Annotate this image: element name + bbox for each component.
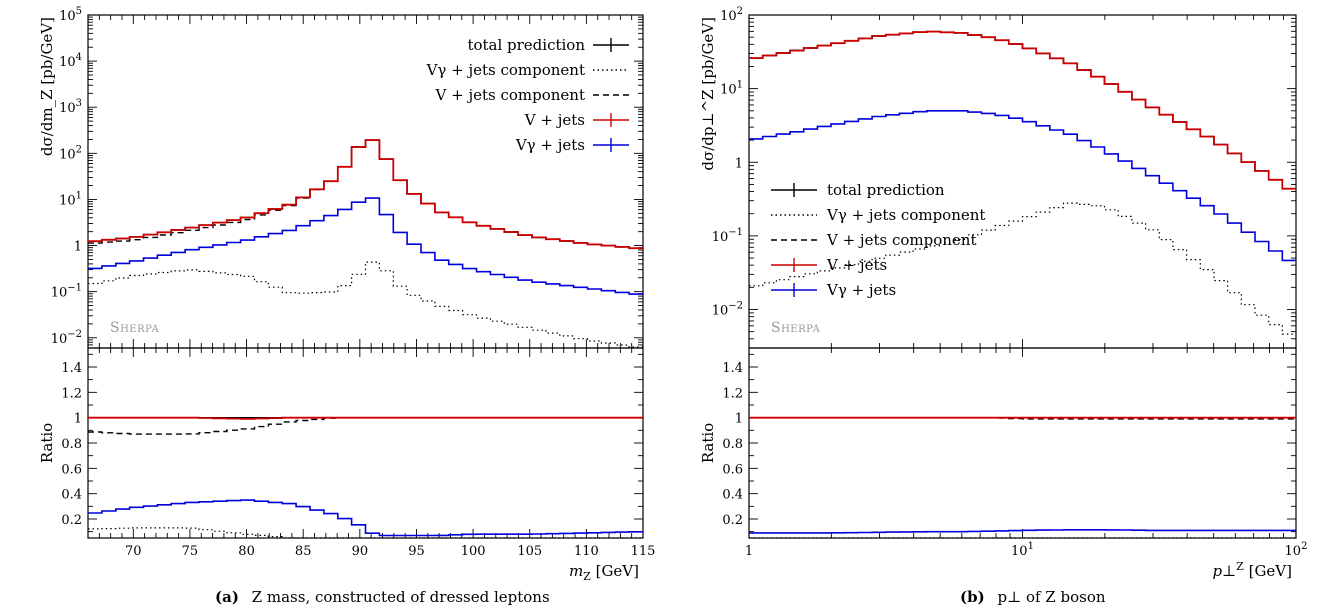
ratio-tick-label: 1 [74, 412, 82, 427]
x-tick-label: 90 [352, 544, 369, 559]
legend-entry: Vγ + jets component [426, 61, 629, 79]
ratio-plot-frame [748, 347, 1297, 539]
ratio-line-vjets [88, 416, 643, 420]
series-line-vjets_component [749, 30, 1296, 190]
x-tick-label: 102 [1285, 541, 1308, 559]
ratio-tick-label: 0.6 [61, 462, 82, 477]
series-line-vjets [88, 139, 643, 250]
caption-a-tag: (a) [215, 588, 239, 606]
ratio-tick-label: 1.4 [61, 361, 82, 376]
ratio-tick-label: 0.6 [722, 462, 743, 477]
ratio-axis-label: Ratio [38, 423, 56, 463]
legend-label: Vγ + jets component [426, 61, 585, 79]
ratio-line-vjets_component [749, 417, 1296, 420]
ratio-tick-label: 0.8 [61, 437, 82, 452]
caption-b-tag: (b) [960, 588, 985, 606]
legend-entry: total prediction [771, 181, 945, 199]
y-tick-label: 101 [720, 80, 743, 98]
series-line-vgamma_component [88, 261, 643, 348]
caption-a: (a) Z mass, constructed of dressed lepto… [215, 588, 550, 606]
ratio-tick-label: 1.2 [722, 386, 743, 401]
y-tick-label: 1 [74, 240, 82, 255]
y-axis-label: dσ/dm_Z [pb/GeV] [38, 17, 56, 156]
x-axis-label: mZ [GeV] [569, 562, 639, 583]
y-tick-label: 102 [59, 144, 82, 162]
y-axis-label: dσ/dp⊥^Z [pb/GeV] [699, 17, 717, 171]
y-tick-label: 104 [59, 52, 82, 70]
x-tick-label: 95 [408, 544, 425, 559]
ratio-line-vjets_component [88, 417, 643, 435]
y-tick-label: 10−1 [51, 283, 82, 301]
legend-label: Vγ + jets [826, 281, 896, 299]
caption-b: (b) p⊥ of Z boson [960, 588, 1106, 606]
ratio-line-vgamma_component [88, 527, 643, 539]
ratio-axis-label: Ratio [699, 423, 717, 463]
x-tick-label: 75 [182, 544, 199, 559]
y-tick-label: 101 [59, 190, 82, 208]
legend-label: V + jets [524, 111, 585, 129]
ratio-plot-frame [87, 347, 644, 539]
legend-label: V + jets component [826, 231, 976, 249]
legend-entry: V + jets [524, 111, 629, 129]
panel-a: 70 75 80 85 90 95 100 105 110 115 10−2 10−1 1 101 102 1… [38, 6, 655, 583]
x-tick-label: 85 [295, 544, 312, 559]
x-tick-label: 105 [517, 544, 542, 559]
legend-label: total prediction [467, 36, 585, 54]
legend-entry: V + jets component [771, 231, 976, 249]
y-tick-label: 105 [59, 6, 82, 24]
ratio-tick-label: 0.2 [722, 513, 743, 528]
y-tick-label: 10−2 [51, 329, 82, 347]
x-tick-label: 100 [461, 544, 486, 559]
legend-label: Vγ + jets component [826, 206, 985, 224]
x-tick-label: 101 [1011, 541, 1034, 559]
panel-b: 1 101 102 10−2 10−1 1 101 102 0.2 0.4 0.6 0.8 1 1.2 1.… [699, 6, 1307, 580]
caption-b-text: p⊥ of Z boson [997, 588, 1105, 606]
legend-entry: Vγ + jets component [771, 206, 985, 224]
y-tick-label: 10−1 [712, 227, 743, 245]
series-line-total [749, 30, 1296, 190]
ratio-tick-label: 0.4 [722, 488, 743, 503]
x-tick-label: 1 [745, 544, 753, 559]
sherpa-watermark: Sherpa [110, 320, 159, 336]
legend-label: total prediction [827, 181, 945, 199]
x-tick-label: 70 [125, 544, 142, 559]
legend-entry: Vγ + jets [515, 136, 629, 154]
x-axis-label: p⊥Z [GeV] [1212, 560, 1292, 580]
ratio-tick-label: 1.2 [61, 386, 82, 401]
y-tick-label: 102 [720, 6, 743, 24]
legend-entry: V + jets component [435, 86, 629, 104]
series-line-vgamma_component [749, 202, 1296, 335]
x-tick-label: 80 [238, 544, 255, 559]
y-tick-label: 10−2 [712, 301, 743, 319]
y-tick-label: 1 [735, 156, 743, 171]
ratio-tick-label: 0.2 [61, 513, 82, 528]
legend-label: V + jets component [435, 86, 585, 104]
series-line-vgamma_jets [88, 197, 643, 295]
ratio-tick-label: 1 [735, 412, 743, 427]
legend-entry: Vγ + jets [771, 281, 896, 299]
series-line-vjets [749, 30, 1296, 190]
sherpa-watermark: Sherpa [771, 320, 820, 336]
ratio-tick-label: 0.8 [722, 437, 743, 452]
legend-label: V + jets [826, 256, 887, 274]
x-tick-label: 110 [574, 544, 599, 559]
ratio-line-vgamma_jets [88, 499, 643, 537]
y-tick-label: 103 [59, 98, 82, 116]
legend-entry: total prediction [467, 36, 629, 54]
ratio-tick-label: 1.4 [722, 361, 743, 376]
ratio-tick-label: 0.4 [61, 488, 82, 503]
legend-entry: V + jets [771, 256, 887, 274]
ratio-line-vgamma_jets [749, 529, 1296, 534]
series-line-vgamma_jets [749, 110, 1296, 262]
x-tick-label: 115 [631, 544, 656, 559]
legend-label: Vγ + jets [515, 136, 585, 154]
caption-a-text: Z mass, constructed of dressed leptons [252, 588, 550, 606]
